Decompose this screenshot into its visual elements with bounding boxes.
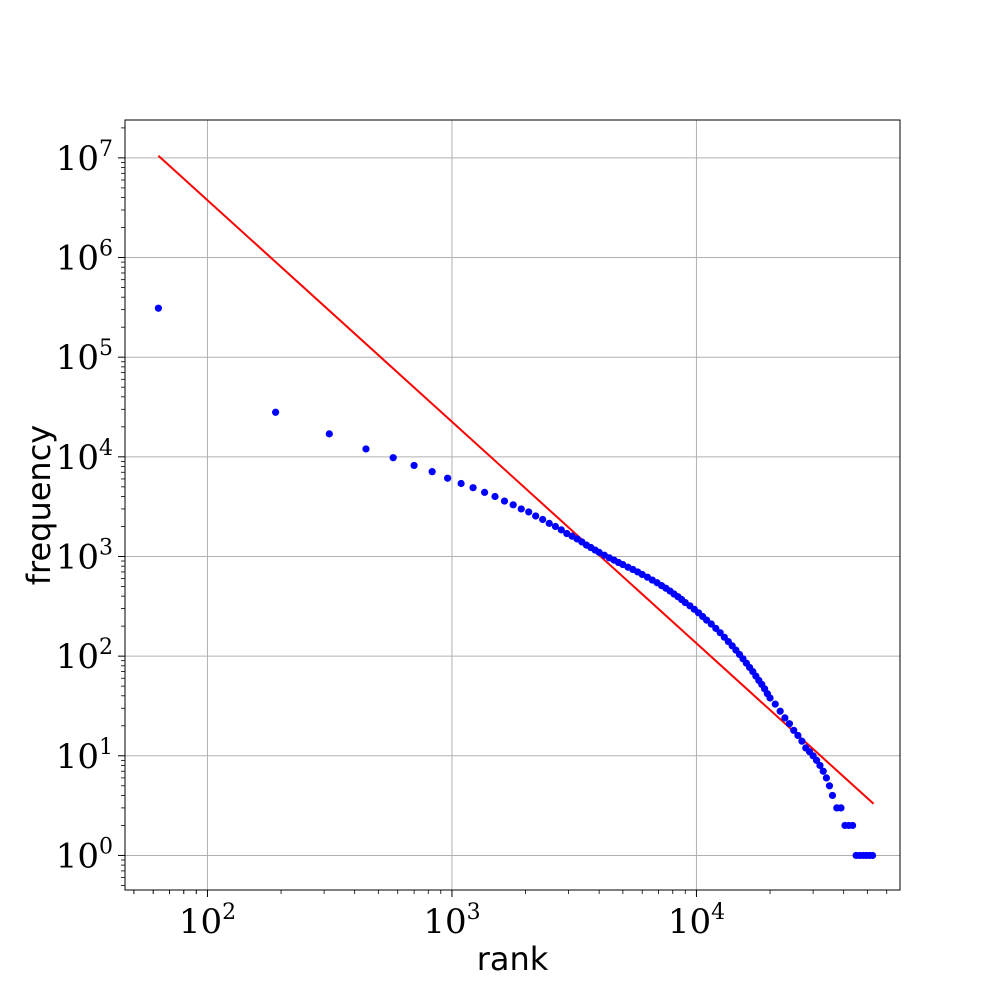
data-point [785, 720, 794, 728]
data-point [822, 774, 830, 782]
data-point [812, 756, 821, 764]
data-point [868, 851, 877, 860]
data-point [517, 505, 525, 513]
data-point [410, 461, 418, 470]
data-point [790, 726, 798, 734]
data-point [532, 512, 540, 520]
fit-line-layer [157, 155, 875, 805]
y-tick-label: 104 [56, 436, 113, 478]
data-point [848, 821, 857, 830]
grid-lines [125, 120, 900, 890]
x-tick-label: 104 [668, 900, 725, 942]
y-tick-label: 101 [56, 735, 113, 777]
x-axis-label: rank [477, 940, 549, 978]
data-point [776, 707, 784, 715]
data-point [794, 731, 802, 740]
data-point [702, 616, 711, 624]
data-point [469, 484, 477, 492]
data-point [457, 479, 465, 488]
data-point [828, 791, 837, 800]
data-point [509, 501, 517, 509]
x-tick-label: 103 [423, 900, 480, 942]
y-axis-label: frequency [20, 425, 58, 586]
data-point [539, 515, 547, 524]
data-point [444, 474, 452, 482]
data-point [525, 508, 533, 516]
y-tick-label: 105 [56, 336, 113, 378]
x-tick-label: 102 [179, 900, 236, 942]
data-point [500, 497, 509, 505]
data-point [325, 430, 333, 438]
plot-frame [124, 119, 901, 891]
data-point [825, 782, 834, 790]
data-point [766, 694, 774, 702]
data-point [837, 804, 845, 812]
x-axis-ticks: 102 103 104 [133, 890, 888, 942]
data-point [816, 761, 824, 770]
data-point [557, 526, 565, 534]
data-point [272, 408, 280, 416]
data-points [154, 304, 877, 860]
y-tick-label: 100 [56, 834, 113, 876]
y-tick-label: 103 [56, 535, 113, 577]
data-point [491, 492, 499, 501]
data-point [545, 519, 553, 527]
data-point [551, 522, 560, 531]
data-point [798, 737, 806, 745]
y-axis-ticks: 100 101 102 103 104 105 106 107 [56, 127, 125, 886]
y-tick-label: 107 [56, 137, 113, 179]
data-point [781, 714, 789, 722]
y-tick-label: 102 [56, 635, 113, 677]
data-point [428, 468, 436, 476]
y-tick-label: 106 [56, 237, 113, 279]
data-point [389, 454, 397, 462]
data-point [362, 445, 370, 453]
data-point [771, 700, 779, 708]
data-point [819, 767, 827, 775]
data-point [707, 620, 715, 628]
fit-line [157, 155, 875, 805]
data-point [481, 488, 489, 496]
data-point [154, 304, 162, 312]
